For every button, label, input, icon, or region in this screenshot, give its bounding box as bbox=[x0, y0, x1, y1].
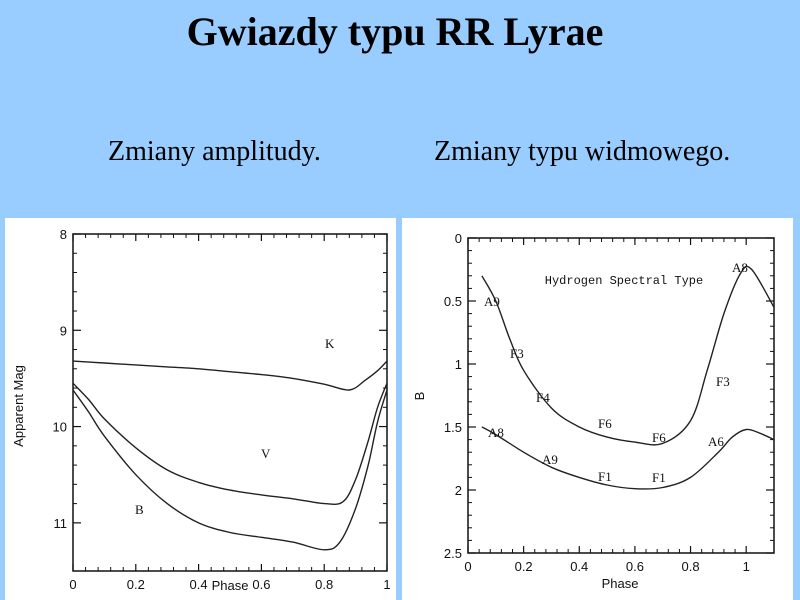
x-tick-label: 0.4 bbox=[190, 577, 208, 592]
y-tick-label: 8 bbox=[60, 227, 67, 242]
x-tick-label: 0.2 bbox=[127, 577, 145, 592]
x-axis-title: Phase bbox=[212, 578, 249, 593]
x-tick-label: 0.4 bbox=[570, 559, 588, 574]
spectral-label: F1 bbox=[598, 469, 612, 484]
y-tick-label: 1 bbox=[455, 357, 462, 372]
spectral-label: F6 bbox=[598, 416, 612, 431]
series-line-b bbox=[72, 389, 388, 551]
series-label-v: V bbox=[261, 446, 271, 461]
amplitude-chart-panel: Phase Apparent Mag 0 0.2 0.4 0.6 0.8 1 8 9 10 11 … bbox=[5, 218, 396, 600]
spectral-label: A8 bbox=[732, 260, 748, 275]
spectral-label: F6 bbox=[652, 430, 666, 445]
spectral-label: A8 bbox=[488, 425, 504, 440]
x-tick-label: 0.8 bbox=[315, 577, 333, 592]
spectral-label: A9 bbox=[484, 294, 500, 309]
x-tick-label: 0.6 bbox=[626, 559, 644, 574]
y-tick-label: 11 bbox=[54, 516, 68, 531]
y-axis-title: B bbox=[412, 392, 427, 401]
x-tick-label: 0.6 bbox=[252, 577, 270, 592]
y-tick-label: 0 bbox=[455, 231, 462, 246]
series-line-k bbox=[72, 360, 388, 391]
x-tick-label: 0 bbox=[464, 559, 471, 574]
spectral-label: F1 bbox=[652, 470, 666, 485]
x-tick-label: 1 bbox=[383, 577, 390, 592]
series-line-v bbox=[72, 382, 388, 506]
subtitle-amplitude: Zmiany amplitudy. bbox=[108, 136, 321, 167]
y-tick-label: 1.5 bbox=[444, 420, 462, 435]
spectral-chart: Hydrogen Spectral Type Phase B 0 0.2 0.4 0.… bbox=[412, 231, 775, 591]
x-tick-label: 0.8 bbox=[682, 559, 700, 574]
y-tick-label: 0.5 bbox=[444, 294, 462, 309]
x-tick-label: 1 bbox=[743, 559, 750, 574]
x-tick-label: 0.2 bbox=[515, 559, 533, 574]
y-tick-label: 2 bbox=[455, 483, 462, 498]
series-line-hydrogen bbox=[481, 265, 775, 446]
x-tick-label: 0 bbox=[69, 577, 76, 592]
series-line-metallic bbox=[481, 426, 775, 490]
plot-frame bbox=[467, 237, 775, 554]
chart-title: Hydrogen Spectral Type bbox=[545, 274, 703, 288]
slide-title: Gwiazdy typu RR Lyrae bbox=[186, 9, 604, 54]
plot-frame bbox=[72, 233, 388, 572]
spectral-label: F3 bbox=[510, 346, 524, 361]
spectral-label: A6 bbox=[708, 434, 724, 449]
spectral-label: A9 bbox=[542, 452, 558, 467]
y-tick-label: 9 bbox=[60, 323, 67, 338]
y-tick-label: 2.5 bbox=[444, 546, 462, 561]
subtitle-spectral-type: Zmiany typu widmowego. bbox=[434, 136, 731, 167]
series-label-b: B bbox=[135, 502, 144, 517]
x-axis-title: Phase bbox=[602, 576, 639, 591]
spectral-chart-panel: Hydrogen Spectral Type Phase B 0 0.2 0.4 0.… bbox=[402, 218, 793, 600]
spectral-label: F4 bbox=[536, 390, 550, 405]
spectral-label: F3 bbox=[716, 374, 730, 389]
y-tick-label: 10 bbox=[53, 420, 67, 435]
amplitude-chart: Phase Apparent Mag 0 0.2 0.4 0.6 0.8 1891011 … bbox=[11, 227, 391, 593]
series-label-k: K bbox=[325, 336, 335, 351]
y-axis-title: Apparent Mag bbox=[11, 365, 26, 447]
